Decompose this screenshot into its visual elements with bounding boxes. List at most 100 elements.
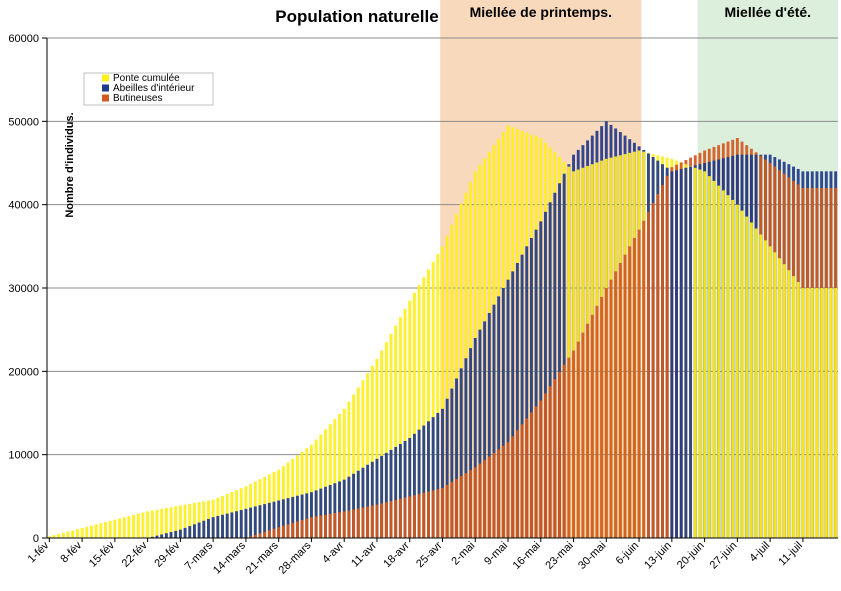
bar-butineuses [572,350,576,538]
bar-butineuses [501,445,505,538]
bar-butineuses [604,288,608,538]
bar-abeilles-interieur [384,452,388,538]
bar-abeilles-interieur [417,429,421,538]
bar-abeilles-interieur [253,506,257,538]
bar-ponte-cumulee [370,365,374,538]
bar-abeilles-interieur [155,535,159,538]
bar-abeilles-interieur [403,440,407,538]
bar-butineuses [394,499,398,538]
bar-ponte-cumulee [384,342,388,538]
bar-abeilles-interieur [221,514,224,538]
bar-abeilles-interieur [412,433,416,538]
bar-ponte-cumulee [436,254,440,539]
y-tick-label: 50000 [8,116,39,128]
bar-butineuses [324,514,327,538]
legend-swatch [102,94,109,102]
bar-butineuses [525,418,529,538]
bar-abeilles-interieur [515,263,519,538]
bar-abeilles-interieur [473,338,477,538]
bar-ponte-cumulee [721,190,725,538]
bar-butineuses [412,495,416,538]
bar-butineuses [263,531,267,538]
bar-ponte-cumulee [85,526,89,538]
bar-butineuses [576,341,580,538]
bar-abeilles-interieur [511,271,515,538]
bar-butineuses [366,506,370,538]
y-tick-label: 0 [33,533,39,545]
bar-ponte-cumulee [824,288,828,538]
bar-butineuses [473,467,477,538]
bar-butineuses [562,364,566,538]
bar-ponte-cumulee [127,516,131,538]
bar-abeilles-interieur [506,279,510,538]
bar-butineuses [305,518,309,538]
bar-ponte-cumulee [394,325,398,538]
bar-butineuses [370,505,374,538]
bar-abeilles-interieur [263,504,267,538]
bar-butineuses [427,491,430,538]
bar-abeilles-interieur [235,511,239,538]
bar-butineuses [333,513,337,538]
bar-abeilles-interieur [328,485,332,538]
y-tick-label: 40000 [8,200,39,212]
y-tick-label: 20000 [8,366,39,378]
bar-ponte-cumulee [314,439,318,538]
bar-butineuses [487,456,491,538]
bar-abeilles-interieur [525,246,529,539]
bar-ponte-cumulee [136,513,140,538]
bar-abeilles-interieur [309,492,313,538]
bar-butineuses [436,489,440,538]
bar-abeilles-interieur [497,296,501,538]
bar-abeilles-interieur [258,505,262,538]
bar-ponte-cumulee [155,509,159,538]
bar-butineuses [632,238,636,538]
bar-butineuses [459,476,463,538]
bar-ponte-cumulee [726,195,730,538]
bar-butineuses [450,482,454,538]
bar-butineuses [356,508,360,538]
bar-butineuses [539,400,543,538]
bar-abeilles-interieur [408,438,412,538]
bar-ponte-cumulee [703,171,707,539]
bar-abeilles-interieur [333,483,337,538]
bar-ponte-cumulee [820,288,824,538]
bar-ponte-cumulee [455,214,458,538]
bar-butineuses [544,393,547,538]
bar-ponte-cumulee [366,373,370,538]
bar-abeilles-interieur [398,443,402,538]
bar-butineuses [483,460,487,538]
bar-ponte-cumulee [445,235,449,538]
bar-ponte-cumulee [118,518,121,538]
bar-ponte-cumulee [796,282,800,538]
bar-ponte-cumulee [829,288,833,538]
bar-abeilles-interieur [483,321,487,538]
bar-ponte-cumulee [731,199,735,538]
bar-butineuses [567,357,571,538]
bar-abeilles-interieur [370,461,374,538]
bar-butineuses [469,470,473,538]
bar-ponte-cumulee [361,380,365,538]
bar-butineuses [661,185,664,538]
bar-abeilles-interieur [183,527,187,538]
bar-ponte-cumulee [132,514,136,538]
bar-abeilles-interieur [450,388,454,538]
bar-butineuses [529,412,533,538]
bar-abeilles-interieur [150,536,154,538]
bar-butineuses [515,430,519,538]
bar-butineuses [309,517,313,538]
bar-ponte-cumulee [347,401,351,538]
bar-abeilles-interieur [160,534,164,538]
bar-abeilles-interieur [534,229,538,538]
bar-ponte-cumulee [792,276,795,538]
bar-abeilles-interieur [441,408,444,538]
bar-abeilles-interieur [244,508,248,538]
bar-ponte-cumulee [693,167,697,538]
bar-ponte-cumulee [104,522,107,538]
legend-entry: Butineuses [113,93,162,104]
bar-abeilles-interieur [342,479,346,538]
bar-abeilles-interieur [281,499,285,538]
bar-ponte-cumulee [90,525,93,538]
bar-butineuses [422,492,426,538]
bar-ponte-cumulee [450,224,454,538]
